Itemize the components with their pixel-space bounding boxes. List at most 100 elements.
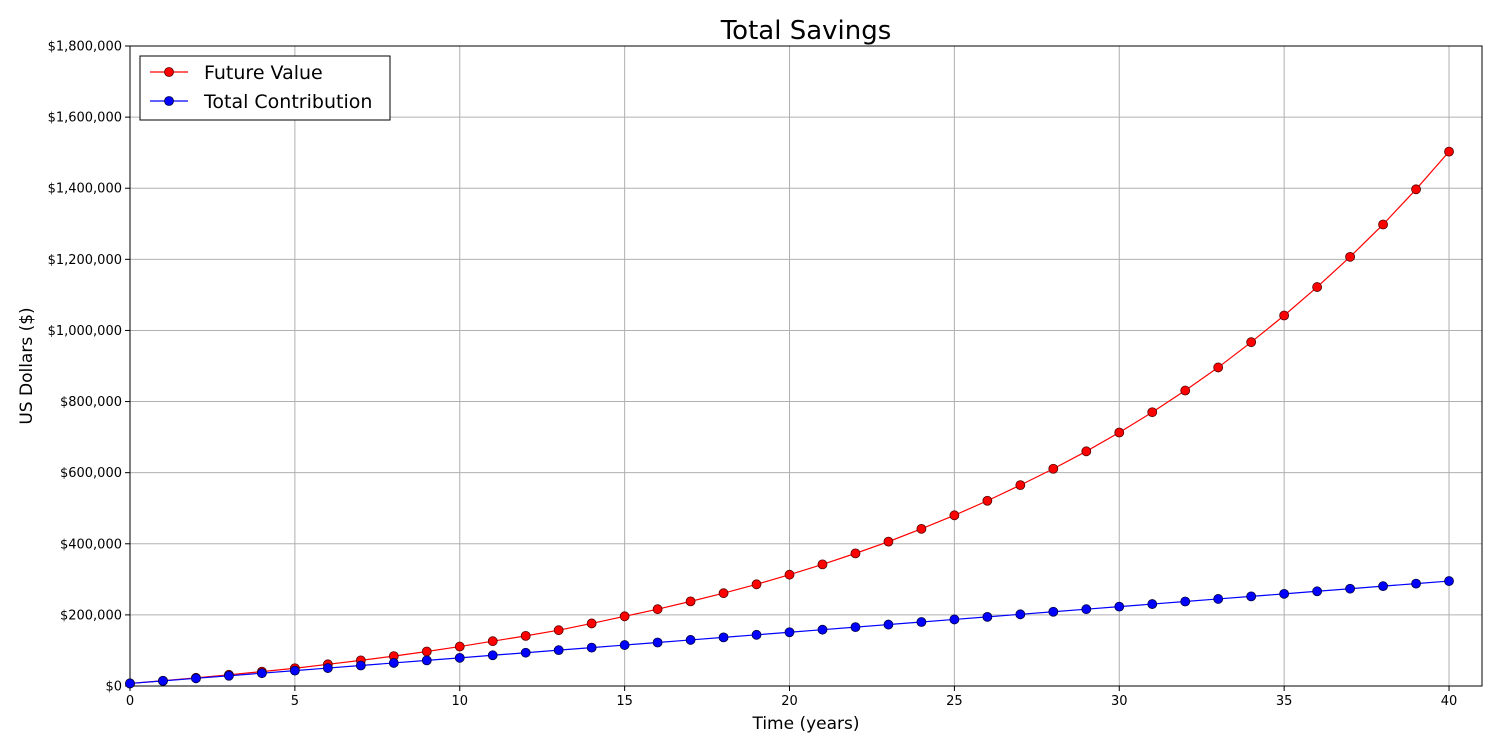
data-point-future-value <box>916 523 927 534</box>
data-point-total-contribution <box>322 663 333 673</box>
data-point-future-value <box>850 548 861 559</box>
x-tick-label: 15 <box>616 694 633 709</box>
data-point-total-contribution <box>487 650 498 661</box>
x-tick-label: 40 <box>1441 694 1458 709</box>
data-point-future-value <box>619 611 630 622</box>
data-point-future-value <box>586 618 597 629</box>
data-point-future-value <box>520 630 531 641</box>
x-tick-label: 0 <box>126 694 134 709</box>
data-point-future-value <box>1114 427 1125 438</box>
y-tick-label: $1,000,000 <box>48 324 122 339</box>
x-tick-label: 35 <box>1276 694 1293 709</box>
data-point-total-contribution <box>949 614 960 625</box>
plot-frame <box>129 45 1483 687</box>
data-point-total-contribution <box>1015 609 1026 620</box>
x-tick-label: 10 <box>451 694 468 709</box>
data-point-total-contribution <box>685 635 696 645</box>
data-point-future-value <box>1147 407 1158 418</box>
legend-label-total-contribution: Total Contribution <box>203 91 372 113</box>
data-point-future-value <box>1081 446 1092 457</box>
y-tick-label: $1,200,000 <box>48 253 122 268</box>
data-point-total-contribution <box>1444 576 1454 586</box>
data-point-future-value <box>553 625 564 636</box>
data-point-future-value <box>1345 251 1355 262</box>
data-point-total-contribution <box>1411 578 1421 589</box>
data-point-total-contribution <box>652 637 663 648</box>
data-point-total-contribution <box>454 652 465 663</box>
data-point-future-value <box>454 641 465 652</box>
y-tick-label: $600,000 <box>60 466 122 481</box>
data-point-future-value <box>718 588 729 599</box>
data-point-total-contribution <box>850 622 861 633</box>
data-point-total-contribution <box>421 655 432 666</box>
data-point-future-value <box>1378 219 1388 230</box>
data-point-future-value <box>817 559 828 570</box>
y-tick-label: $800,000 <box>60 395 122 410</box>
y-tick-label: $1,400,000 <box>48 182 122 197</box>
data-point-total-contribution <box>586 642 597 653</box>
data-point-future-value <box>1411 184 1421 195</box>
data-point-total-contribution <box>1246 591 1257 602</box>
data-point-total-contribution <box>1048 606 1059 617</box>
data-point-future-value <box>949 510 960 521</box>
data-point-total-contribution <box>224 670 234 681</box>
data-point-future-value <box>1312 282 1323 292</box>
data-point-total-contribution <box>1081 604 1092 615</box>
data-point-total-contribution <box>1213 594 1224 604</box>
data-point-total-contribution <box>1180 596 1191 607</box>
data-point-total-contribution <box>718 632 729 643</box>
y-tick-label: $200,000 <box>60 608 122 623</box>
data-point-total-contribution <box>191 673 201 684</box>
data-point-total-contribution <box>784 627 795 638</box>
data-point-future-value <box>421 646 432 657</box>
x-tick-label: 30 <box>1111 694 1128 709</box>
data-point-future-value <box>1213 362 1224 373</box>
x-axis-label: Time (years) <box>751 714 859 734</box>
legend-box <box>139 55 391 121</box>
data-point-total-contribution <box>751 629 762 640</box>
data-point-future-value <box>982 495 993 506</box>
data-point-future-value <box>685 596 696 607</box>
data-point-total-contribution <box>257 668 267 679</box>
x-tick-label: 5 <box>291 694 299 709</box>
data-point-future-value <box>1444 146 1454 157</box>
data-point-total-contribution <box>289 665 300 676</box>
data-point-future-value <box>1180 385 1191 396</box>
data-point-future-value <box>883 536 894 547</box>
data-point-total-contribution <box>125 678 135 689</box>
data-point-total-contribution <box>1378 581 1388 592</box>
y-tick-label: $400,000 <box>60 537 122 552</box>
data-point-total-contribution <box>388 658 399 668</box>
x-tick-label: 25 <box>946 694 963 709</box>
series <box>125 146 1454 689</box>
legend: Future Value Total Contribution <box>139 55 391 121</box>
data-point-total-contribution <box>1114 601 1125 612</box>
data-point-future-value <box>652 604 663 615</box>
data-point-total-contribution <box>158 675 168 686</box>
legend-marker-total-contribution <box>164 96 174 106</box>
data-point-future-value <box>1015 480 1026 491</box>
data-point-total-contribution <box>1312 586 1323 597</box>
grid <box>129 45 1482 687</box>
data-point-total-contribution <box>1279 588 1290 599</box>
axes: 0 5 10 15 20 25 30 35 40 $0 $200,000 $400,000 $600,0… <box>48 40 1483 709</box>
data-point-total-contribution <box>553 645 564 656</box>
legend-marker-future-value <box>164 67 174 77</box>
data-point-total-contribution <box>1147 599 1158 609</box>
data-point-total-contribution <box>619 640 630 650</box>
data-point-future-value <box>1246 337 1257 348</box>
data-point-total-contribution <box>883 619 894 630</box>
chart-title: Total Savings <box>720 16 892 46</box>
data-point-total-contribution <box>520 647 531 658</box>
data-point-future-value <box>784 569 795 580</box>
data-point-future-value <box>1279 310 1290 321</box>
y-tick-label: $1,800,000 <box>48 40 122 55</box>
legend-label-future-value: Future Value <box>204 62 323 84</box>
data-point-total-contribution <box>355 660 366 671</box>
x-tick-label: 20 <box>781 694 798 709</box>
y-tick-label: $1,600,000 <box>48 111 122 126</box>
data-point-future-value <box>487 636 498 647</box>
y-tick-label: $0 <box>105 680 122 695</box>
data-point-future-value <box>1048 463 1059 474</box>
